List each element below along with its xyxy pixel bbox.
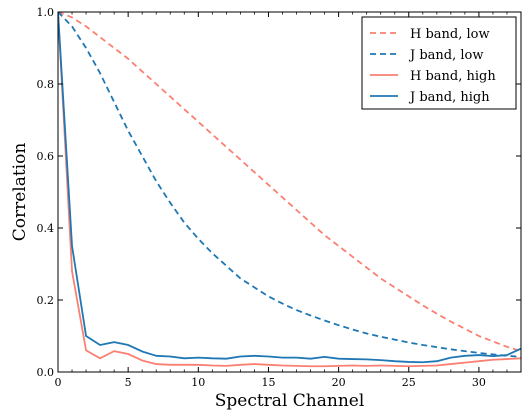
legend-label: J band, high (408, 90, 490, 105)
y-tick-label: 0.6 (37, 150, 55, 163)
series-layer (58, 12, 521, 368)
y-tick-label: 1.0 (37, 6, 55, 19)
y-tick-label: 0.8 (37, 78, 55, 91)
x-tick-label: 0 (55, 376, 62, 389)
x-tick-label: 20 (332, 376, 346, 389)
y-tick-label: 0.0 (37, 366, 55, 379)
legend-label: J band, low (408, 48, 484, 63)
series-line-j-band-low (58, 12, 521, 358)
x-tick-label: 30 (472, 376, 486, 389)
y-axis-title: Correlation (10, 143, 30, 242)
x-tick-label: 10 (191, 376, 205, 389)
legend-label: H band, low (410, 27, 490, 42)
legend: H band, low J band, low H band, high J band… (361, 16, 517, 110)
legend-box (361, 16, 517, 110)
series-line-j-band-high (58, 12, 521, 364)
y-tick-label: 0.2 (37, 294, 55, 307)
x-tick-label: 25 (402, 376, 416, 389)
axis-ticks (57, 11, 521, 373)
series-line-h-band-high (58, 12, 521, 368)
plot-frame (57, 11, 522, 373)
series-line-h-band-low (58, 12, 521, 352)
legend-label: H band, high (410, 69, 496, 84)
x-tick-label: 15 (261, 376, 275, 389)
axis-tick-labels: 0 5 10 15 20 25 30 0.0 0.2 0.4 0.6 0.8 1.0 (37, 6, 486, 389)
x-tick-label: 5 (125, 376, 132, 389)
x-axis-title: Spectral Channel (215, 391, 365, 410)
y-tick-label: 0.4 (37, 222, 55, 235)
